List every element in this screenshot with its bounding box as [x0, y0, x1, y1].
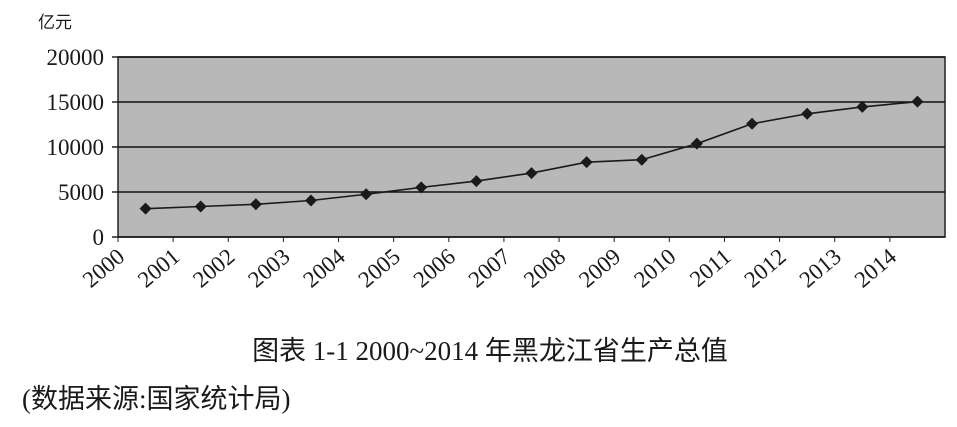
y-tick-label: 10000 [47, 135, 105, 160]
y-unit: 亿元 [38, 13, 72, 32]
data-point [249, 198, 262, 211]
data-point [801, 107, 814, 120]
data-point [580, 156, 593, 169]
data-point [690, 137, 703, 150]
y-tick-label: 15000 [47, 90, 105, 115]
x-tick-label: 2002 [188, 244, 239, 293]
x-tick-label: 2003 [243, 244, 294, 293]
data-point [856, 100, 869, 113]
data-point [139, 202, 152, 215]
x-tick-label: 2006 [409, 244, 460, 293]
data-point [415, 181, 428, 194]
x-tick-label: 2004 [298, 243, 350, 292]
data-point [911, 95, 924, 108]
x-tick-label: 2011 [685, 244, 736, 292]
y-tick-label: 0 [93, 225, 105, 250]
data-point [304, 194, 317, 207]
x-tick-label: 2013 [795, 244, 846, 293]
data-point [525, 167, 538, 180]
y-tick-label: 20000 [47, 45, 105, 70]
x-tick-label: 2007 [464, 244, 515, 293]
x-tick-label: 2010 [629, 244, 680, 293]
data-point [360, 188, 373, 201]
x-tick-label: 2012 [740, 244, 791, 293]
x-tick-label: 2001 [133, 244, 184, 293]
data-point [635, 153, 648, 166]
data-point [746, 117, 759, 130]
x-tick-label: 2014 [850, 243, 902, 292]
chart-caption: 图表 1-1 2000~2014 年黑龙江省生产总值 [252, 336, 728, 366]
data-point [470, 175, 483, 188]
chart-source: (数据来源:国家统计局) [22, 384, 290, 414]
x-tick-label: 2008 [519, 244, 570, 293]
data-point [194, 200, 207, 213]
x-tick-label: 2000 [78, 244, 129, 293]
x-tick-label: 2009 [574, 244, 625, 293]
y-tick-label: 5000 [58, 180, 104, 205]
x-tick-label: 2005 [354, 244, 405, 293]
